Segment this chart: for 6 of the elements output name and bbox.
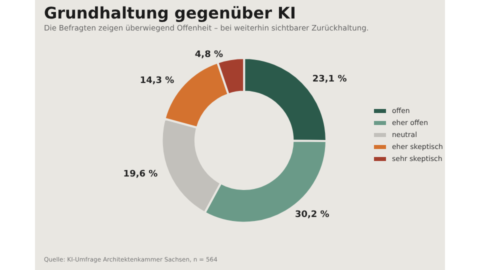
- data-label: 23,1 %: [312, 74, 347, 85]
- data-label: 4,8 %: [194, 50, 224, 60]
- data-label: 30,2 %: [294, 210, 330, 220]
- chart-title: Grundhaltung gegenüber KI: [44, 4, 296, 22]
- data-label: 19,6 %: [123, 169, 158, 180]
- data-label: 14,3 %: [140, 76, 174, 86]
